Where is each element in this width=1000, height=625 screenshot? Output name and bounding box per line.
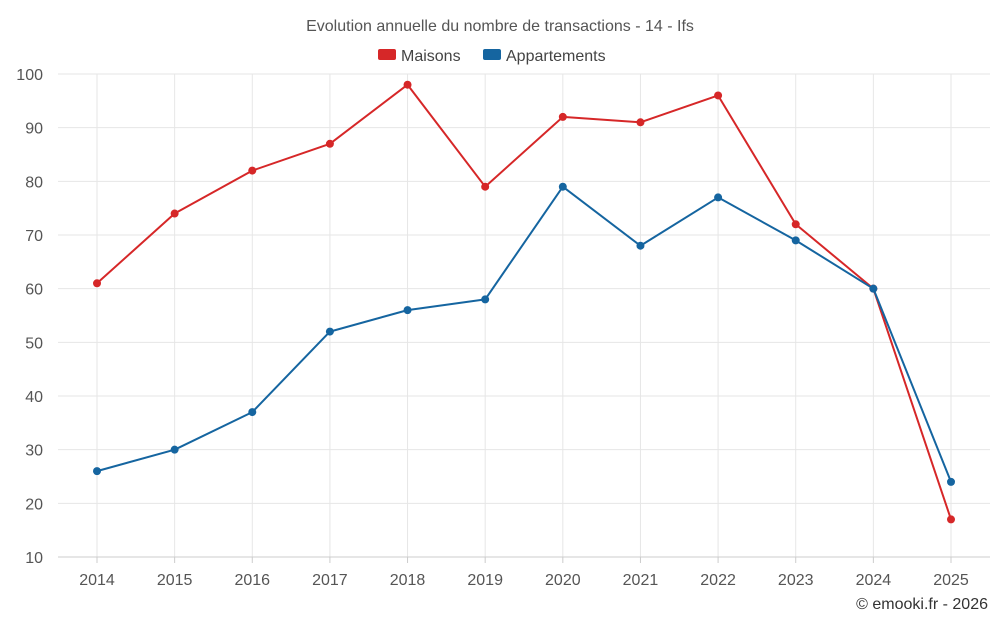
y-tick-label: 90 [25, 121, 43, 138]
data-point-appartements[interactable] [170, 445, 179, 454]
legend-swatch-appartements [483, 49, 501, 60]
series-appartements [93, 182, 955, 486]
x-tick-label: 2025 [933, 572, 969, 589]
series-line-appartements [96, 185, 952, 483]
data-point-maisons[interactable] [170, 209, 179, 218]
data-point-maisons[interactable] [714, 91, 723, 100]
y-tick-label: 60 [25, 282, 43, 299]
x-tick-label: 2023 [778, 572, 814, 589]
legend-item-appartements[interactable]: Appartements [483, 48, 606, 65]
x-tick-label: 2022 [700, 572, 736, 589]
data-point-appartements[interactable] [947, 477, 955, 486]
data-point-appartements[interactable] [248, 408, 257, 417]
y-tick-label: 40 [25, 389, 43, 406]
y-tick-label: 80 [25, 174, 43, 191]
x-tick-label: 2020 [545, 572, 581, 589]
chart-title: Evolution annuelle du nombre de transact… [306, 18, 694, 35]
x-tick-label: 2024 [856, 572, 892, 589]
legend-item-maisons[interactable]: Maisons [378, 48, 461, 65]
x-tick-label: 2021 [623, 572, 659, 589]
legend-label-maisons: Maisons [401, 48, 461, 65]
series-line-maisons [96, 83, 952, 520]
data-point-appartements[interactable] [714, 193, 723, 202]
data-point-maisons[interactable] [325, 139, 334, 148]
data-point-maisons[interactable] [791, 220, 800, 229]
data-point-maisons[interactable] [947, 515, 955, 524]
data-point-maisons[interactable] [93, 279, 101, 288]
x-tick-label: 2018 [390, 572, 426, 589]
data-point-appartements[interactable] [325, 327, 334, 336]
series-maisons [93, 80, 955, 524]
y-tick-label: 10 [25, 550, 43, 567]
legend-swatch-maisons [378, 49, 396, 60]
data-point-maisons[interactable] [248, 166, 257, 175]
data-point-appartements[interactable] [558, 182, 567, 191]
data-point-maisons[interactable] [403, 80, 412, 89]
legend: Maisons Appartements [378, 48, 606, 65]
y-tick-label: 50 [25, 335, 43, 352]
x-tick-label: 2019 [467, 572, 503, 589]
y-tick-label: 100 [16, 67, 43, 84]
x-tick-label: 2016 [234, 572, 270, 589]
data-point-maisons[interactable] [558, 112, 567, 121]
y-tick-label: 70 [25, 228, 43, 245]
data-point-maisons[interactable] [481, 182, 490, 191]
data-point-appartements[interactable] [481, 295, 490, 304]
x-tick-label: 2017 [312, 572, 348, 589]
y-tick-label: 30 [25, 443, 43, 460]
x-tick-label: 2015 [157, 572, 193, 589]
data-point-appartements[interactable] [403, 306, 412, 315]
series [93, 80, 955, 524]
y-tick-label: 20 [25, 496, 43, 513]
data-point-appartements[interactable] [791, 236, 800, 245]
axes: 10 20 30 40 50 60 70 80 90 100 2014 2015 2016 2017 201… [16, 67, 990, 589]
data-point-appartements[interactable] [93, 467, 101, 476]
data-point-appartements[interactable] [636, 241, 645, 250]
credit-text: © emooki.fr - 2026 [856, 596, 988, 613]
data-point-maisons[interactable] [636, 118, 645, 127]
x-tick-label: 2014 [79, 572, 115, 589]
data-point-appartements[interactable] [869, 284, 878, 293]
grid [58, 73, 990, 558]
legend-label-appartements: Appartements [506, 48, 606, 65]
